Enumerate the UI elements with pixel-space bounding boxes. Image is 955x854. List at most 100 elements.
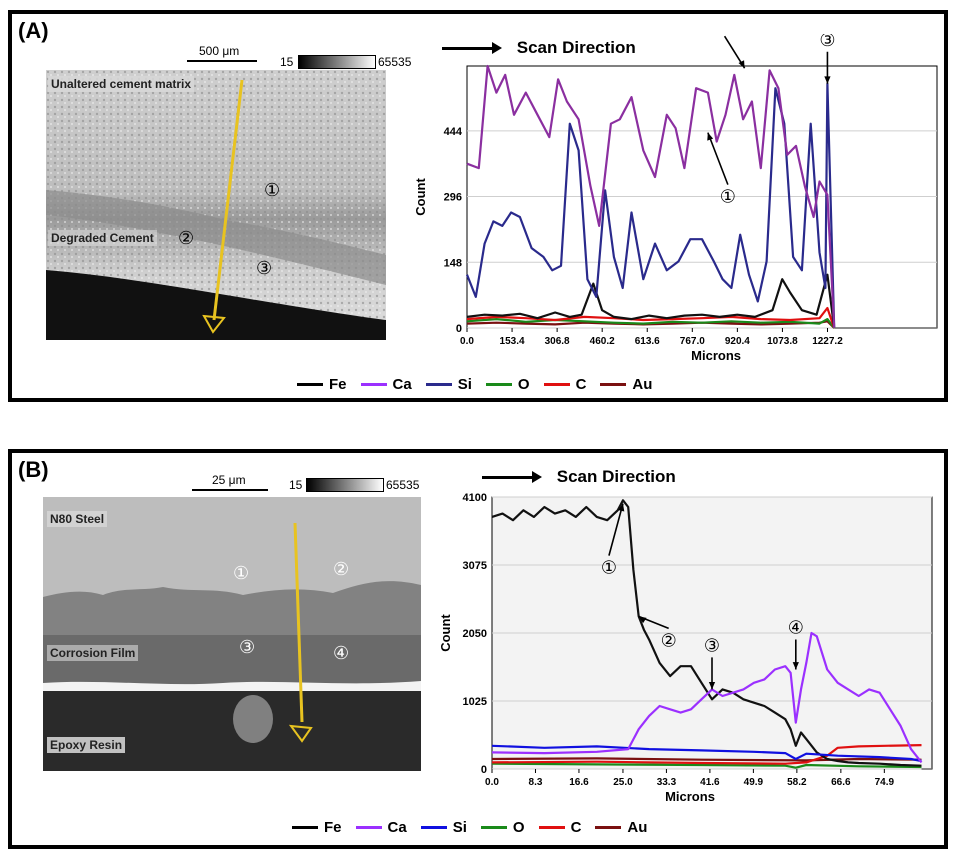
y-tick-label: 296 [444,192,462,204]
sem-micrograph: Unaltered cement matrix Degraded Cement … [46,70,386,340]
label-degraded-cement: Degraded Cement [48,230,157,246]
y-tick-label: 3075 [463,560,487,572]
colorbar [306,478,384,492]
callout-2: ② [178,228,195,248]
x-tick-label: 8.3 [529,777,543,788]
series-line-o [466,318,836,329]
legend-swatch [480,826,507,829]
x-tick-label: 920.4 [725,336,750,347]
x-tick-label: 58.2 [787,777,807,788]
x-tick-label: 66.6 [831,777,851,788]
panel-label: (A) [18,18,49,43]
chart-b-svg: 0 1025 2050 3075 4100 0.0 8.3 16.6 25.0 33.3 41.6 4… [438,492,933,804]
legend-item: C [538,819,582,836]
legend-item: Ca [355,819,407,836]
annotation-arrowhead [792,662,799,670]
series-line-c [491,744,922,765]
scan-direction-label: Scan Direction [556,467,676,486]
annotation-arrowhead [618,503,625,512]
annotation-arrowhead [708,682,716,690]
colorbar-max: 65535 [378,55,412,69]
annotation-label: ① [601,558,617,578]
colorbar-min: 15 [289,478,303,492]
y-tick-label: 0 [456,323,462,335]
legend-item: Au [595,819,647,836]
legend-swatch [485,383,512,386]
callout-3: ③ [256,258,273,278]
callout-2: ② [333,559,350,579]
legend-label: C [575,376,587,393]
x-axis-label: Microns [691,348,741,363]
x-tick-label: 41.6 [700,777,720,788]
scale-bar-label: 25 μm [212,473,246,487]
y-tick-label: 4100 [463,492,487,504]
annotation-arrowhead [738,60,745,69]
y-tick-label: 1025 [463,696,487,708]
x-tick-label: 49.9 [744,777,764,788]
chart-b: 0 1025 2050 3075 4100 0.0 8.3 16.6 25.0 33.3 41.6 4… [430,483,950,813]
label-corrosion-film: Corrosion Film [47,645,139,661]
x-tick-label: 613.6 [635,336,660,347]
x-tick-label: 767.0 [680,336,705,347]
annotation-label: ① [720,187,736,207]
x-tick-label: 0.0 [460,336,474,347]
callout-3: ③ [239,637,256,657]
sem-image [43,497,421,771]
scan-direction-arrow-icon [482,471,542,484]
x-tick-label: 0.0 [485,777,499,788]
legend-label: Ca [392,376,412,393]
legend-label: Au [632,376,653,393]
x-tick-label: 1073.8 [767,336,798,347]
series-line-si [491,744,922,763]
label-unaltered-cement: Unaltered cement matrix [48,76,195,92]
legend-label: Fe [329,376,347,393]
annotation-arrow [608,503,624,556]
annotation-arrow [707,132,729,185]
annotation-label: ④ [788,617,804,637]
scale-bar [192,489,268,491]
annotation-arrowhead [824,76,831,84]
legend-label: O [512,819,525,836]
scan-direction-arrow-icon [442,42,502,55]
legend-swatch [543,383,570,386]
series-line-au [491,757,922,762]
colorbar-max: 65535 [386,478,420,492]
scale-bar [187,60,257,62]
y-tick-label: 148 [444,257,462,269]
sem-image [46,70,386,340]
series-line-si [465,82,836,329]
legend-item: Fe [292,819,342,836]
y-axis-label: Count [413,178,428,216]
legend-item: C [543,376,587,393]
label-epoxy-resin: Epoxy Resin [47,737,126,753]
x-tick-label: 1227.2 [812,336,843,347]
legend-swatch [595,826,622,829]
legend-label: Si [457,376,472,393]
series-line-ca [491,631,923,764]
x-tick-label: 16.6 [569,777,589,788]
annotation-label: ③ [704,635,720,655]
legend-label: O [517,376,530,393]
colorbar [298,55,376,69]
legend-swatch [355,826,382,829]
legend-label: C [570,819,582,836]
panel-a: (A) 500 μm 15 65535 [8,10,948,402]
legend-label: Si [452,819,467,836]
panel-b: (B) 25 μm 15 65535 N80 Steel Corrosion F… [8,449,948,849]
x-tick-label: 74.9 [875,777,895,788]
series-line-fe [466,273,836,329]
scan-direction-label: Scan Direction [516,38,636,57]
legend-item: Si [425,376,472,393]
x-tick-label: 460.2 [590,336,615,347]
legend-a: Fe Ca Si O C Au [297,376,666,393]
legend-swatch [360,383,387,386]
y-tick-label: 0 [481,764,487,776]
legend-label: Ca [387,819,407,836]
x-axis-label: Microns [665,789,715,804]
colorbar-min: 15 [280,55,294,69]
scan-direction: Scan Direction [482,467,676,487]
legend-item: Si [420,819,467,836]
legend-swatch [600,383,627,386]
panel-label: (B) [18,457,49,482]
legend-label: Au [627,819,648,836]
